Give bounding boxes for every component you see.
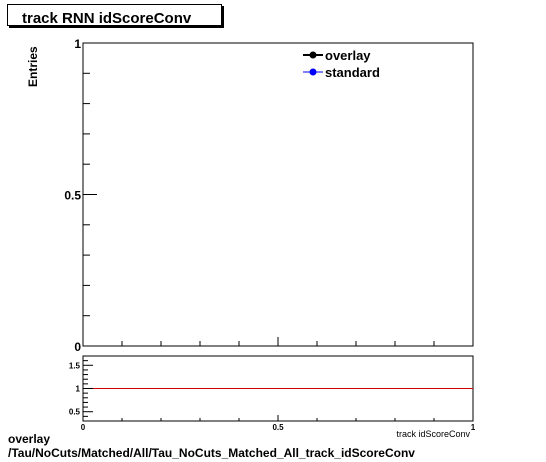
chart-title: track RNN idScoreConv [22, 10, 192, 27]
ratio-y-tick-label: 1 [76, 385, 81, 394]
legend-label-standard: standard [325, 65, 380, 80]
y-tick-label: 0 [74, 340, 81, 354]
x-axis-label: track idScoreConv [396, 429, 470, 439]
legend-marker-overlay [309, 51, 317, 59]
footer-path: /Tau/NoCuts/Matched/All/Tau_NoCuts_Match… [8, 446, 415, 460]
legend-marker-standard [309, 68, 317, 76]
ratio-y-tick-label: 1.5 [69, 361, 81, 370]
legend-label-overlay: overlay [325, 48, 371, 63]
main-plot-frame [82, 42, 474, 347]
chart-title-box: track RNN idScoreConv [7, 4, 222, 27]
y-tick-label: 1 [74, 37, 81, 51]
ratio-x-tick-label: 0 [81, 423, 86, 432]
ratio-x-tick-label: 0.5 [272, 423, 284, 432]
ratio-x-tick-label: 1 [471, 423, 476, 432]
y-tick-label: 0.5 [64, 189, 81, 203]
y-axis-label: Entries [26, 46, 40, 87]
ratio-y-tick-label: 0.5 [69, 408, 81, 417]
footer-label: overlay [8, 432, 51, 446]
